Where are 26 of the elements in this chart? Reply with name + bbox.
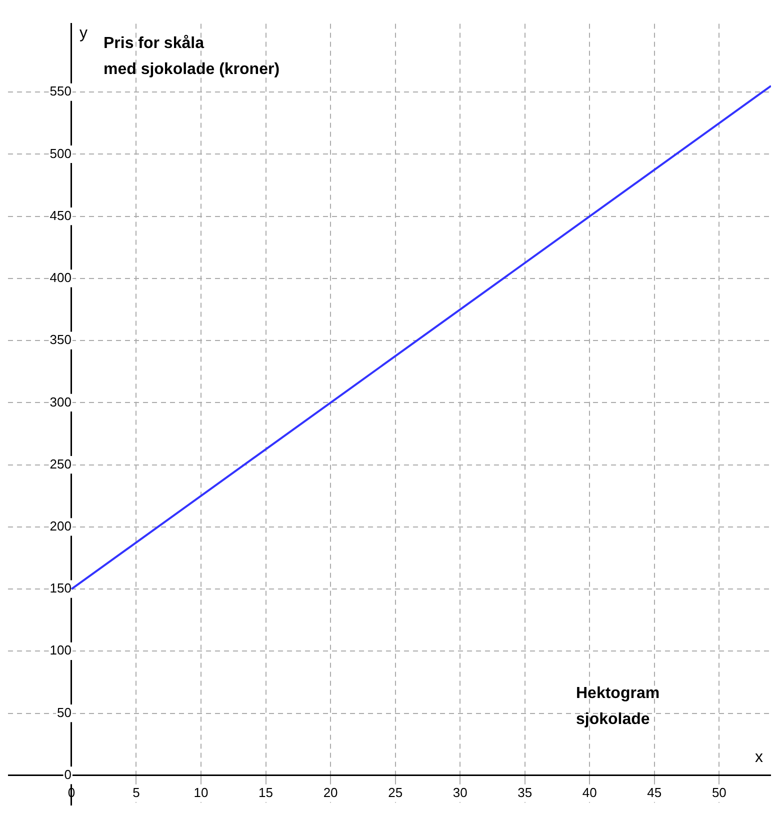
x-tick-label: 35 xyxy=(518,784,532,800)
y-tick-label: 150 xyxy=(50,580,72,596)
y-tick-label: 200 xyxy=(50,518,72,534)
x-tick-label: 45 xyxy=(647,784,662,800)
x-tick-label: 50 xyxy=(712,784,726,800)
x-tick-label: 25 xyxy=(388,784,403,800)
x-tick-label: 20 xyxy=(323,784,338,800)
annotation: x xyxy=(755,748,763,766)
x-axis-title: Hektogram sjokolade xyxy=(576,684,660,728)
y-tick-label: 450 xyxy=(50,208,72,223)
y-tick-label: 250 xyxy=(50,456,72,472)
x-tick-label: 40 xyxy=(582,784,597,800)
x-tick-label: 10 xyxy=(194,784,208,800)
x-tick-label: 30 xyxy=(452,784,468,800)
y-tick-label: 300 xyxy=(50,394,72,410)
x-tick-label: 15 xyxy=(258,784,274,800)
y-tick-label: 400 xyxy=(50,270,72,286)
y-tick-label: 50 xyxy=(57,704,72,720)
y-tick-label: 0 xyxy=(64,766,72,782)
y-tick-label: 100 xyxy=(50,642,72,658)
annotation: y xyxy=(79,25,88,42)
x-tick-label: 5 xyxy=(132,784,140,800)
y-tick-label: 350 xyxy=(50,332,72,348)
y-tick-label: 500 xyxy=(50,146,72,161)
y-tick-label: 550 xyxy=(50,84,72,99)
y-axis-title: Pris for skåla med sjokolade (kroner) xyxy=(103,34,280,78)
